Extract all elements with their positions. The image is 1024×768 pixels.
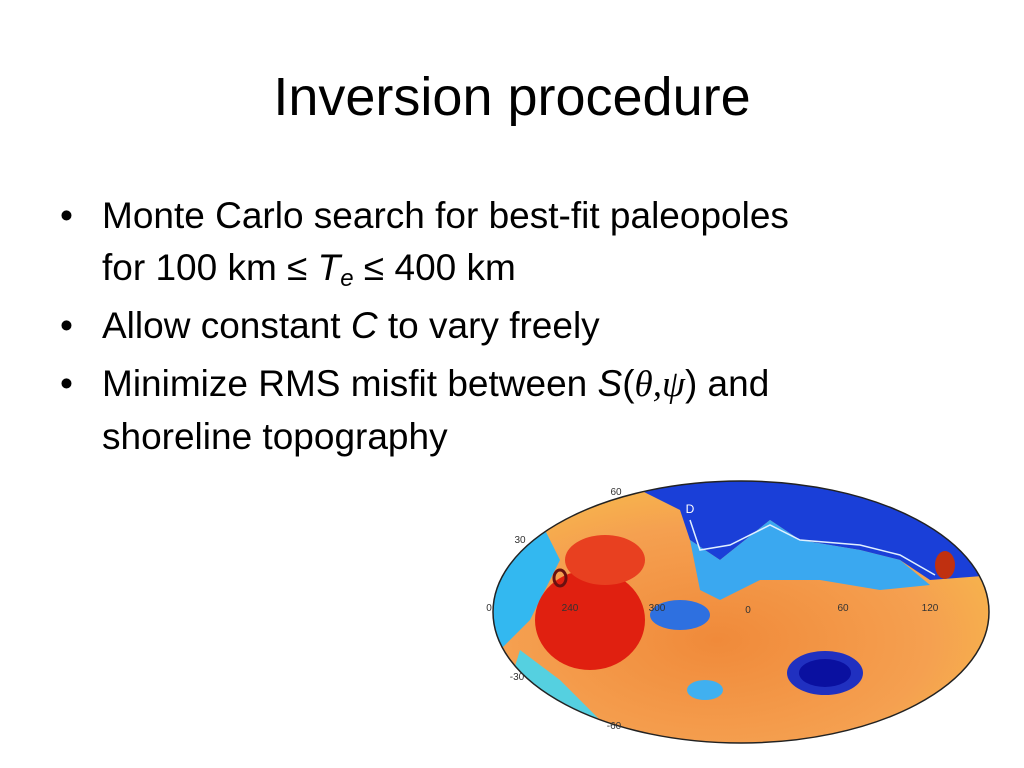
lat-label: 30 — [514, 535, 526, 546]
bullet: Allow constant C to vary freely — [60, 300, 960, 352]
slide-title: Inversion procedure — [273, 67, 751, 127]
map-outline — [492, 480, 990, 744]
symbol: T — [317, 247, 341, 288]
text: shoreline topography — [102, 416, 448, 457]
text: ) and — [684, 363, 770, 404]
text: Allow constant — [102, 305, 351, 346]
text: to vary freely — [377, 305, 600, 346]
lon-label: 300 — [649, 603, 666, 614]
lat-label: -30 — [510, 672, 525, 683]
bullet: Monte Carlo search for best-fit paleopol… — [60, 190, 960, 294]
lon-label: 120 — [922, 603, 939, 614]
map-image — [493, 481, 989, 743]
map-marker: D — [686, 502, 695, 516]
text: for 100 km ≤ — [102, 247, 318, 288]
symbol: C — [350, 305, 378, 346]
lat-label: 60 — [610, 487, 622, 498]
text: Minimize RMS misfit between — [102, 363, 598, 404]
symbol: θ,ψ — [634, 364, 685, 405]
symbol: S — [597, 363, 623, 404]
text: ≤ 400 km — [353, 247, 516, 288]
text: Monte Carlo search for best-fit paleopol… — [102, 195, 789, 236]
subscript: e — [340, 265, 354, 292]
bullet-list: Monte Carlo search for best-fit paleopol… — [60, 190, 960, 469]
text: ( — [622, 363, 635, 404]
lat-label: -60 — [607, 721, 622, 732]
lon-label: 240 — [562, 603, 579, 614]
lon-label: 60 — [837, 603, 849, 614]
bullet: Minimize RMS misfit between S(θ,ψ) and sh… — [60, 358, 960, 463]
lat-label: 0 — [486, 603, 492, 614]
lon-label: 0 — [745, 605, 751, 616]
